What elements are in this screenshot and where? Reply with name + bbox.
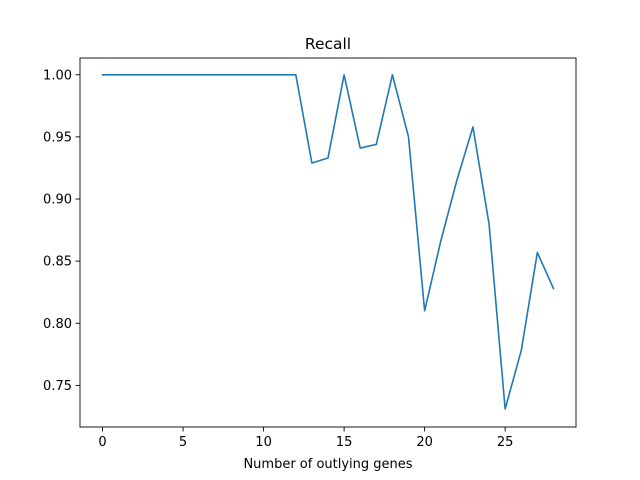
y-tick-label: 0.75	[43, 379, 72, 394]
x-tick-label: 10	[255, 435, 272, 450]
x-axis-ticks: 0 5 10 15 20 25	[98, 427, 513, 450]
y-tick-label: 1.00	[43, 68, 72, 83]
series-layer	[101, 73, 555, 410]
y-tick-label: 0.85	[43, 255, 72, 270]
x-tick-label: 15	[336, 435, 353, 450]
x-tick-label: 25	[497, 435, 514, 450]
x-tick-label: 0	[98, 435, 106, 450]
x-tick-label: 20	[416, 435, 433, 450]
y-axis-ticks: 0.75 0.80 0.85 0.90 0.95 1.00	[43, 68, 80, 394]
y-tick-label: 0.95	[43, 130, 72, 145]
y-tick-label: 0.80	[43, 317, 72, 332]
y-tick-label: 0.90	[43, 193, 72, 208]
chart-title: Recall	[305, 35, 351, 53]
series-line	[101, 73, 555, 410]
x-axis-label: Number of outlying genes	[243, 457, 412, 472]
plot-area	[80, 58, 576, 427]
x-tick-label: 5	[179, 435, 187, 450]
plot-frame	[79, 57, 577, 428]
